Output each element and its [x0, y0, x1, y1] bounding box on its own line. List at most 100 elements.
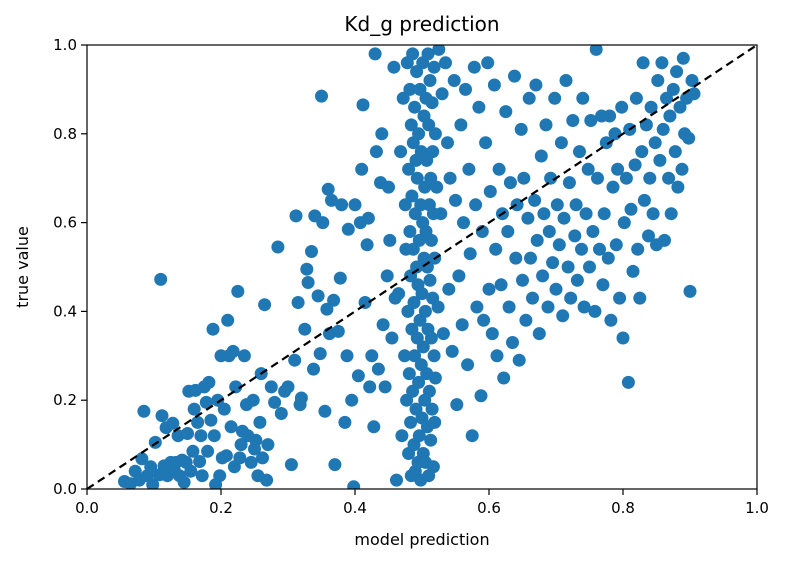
scatter-point — [424, 331, 438, 345]
scatter-point — [404, 118, 418, 132]
scatter-point — [365, 349, 379, 363]
scatter-point — [305, 245, 318, 258]
scatter-point — [434, 207, 448, 221]
scatter-point — [204, 413, 218, 427]
scatter-point — [569, 198, 583, 212]
scatter-point — [402, 367, 416, 381]
scatter-point — [536, 269, 550, 283]
scatter-point — [288, 353, 302, 367]
scatter-point — [408, 349, 422, 363]
scatter-point — [648, 136, 662, 150]
scatter-point — [206, 322, 220, 336]
scatter-point — [356, 98, 370, 112]
scatter-point — [556, 309, 570, 323]
scatter-point — [452, 269, 466, 283]
scatter-point — [502, 300, 516, 314]
scatter-point — [597, 207, 611, 221]
scatter-point — [213, 469, 227, 483]
scatter-point — [604, 313, 618, 327]
scatter-point — [246, 393, 260, 407]
scatter-point — [327, 293, 341, 307]
scatter-point — [398, 349, 412, 363]
scatter-point — [548, 91, 562, 105]
scatter-point — [281, 380, 295, 394]
scatter-point — [423, 74, 437, 87]
x-tick-label: 0.8 — [611, 499, 635, 517]
scatter-point — [450, 398, 464, 412]
scatter-point — [489, 242, 503, 256]
scatter-point — [671, 180, 685, 194]
scatter-point — [382, 180, 395, 194]
scatter-point — [481, 56, 495, 70]
scatter-point — [603, 109, 617, 123]
scatter-point — [443, 171, 457, 185]
scatter-point — [191, 415, 205, 429]
scatter-point — [335, 198, 349, 212]
scatter-point — [646, 207, 660, 221]
scatter-point — [490, 349, 504, 363]
scatter-point — [676, 51, 690, 65]
scatter-point — [512, 353, 526, 367]
scatter-point — [231, 284, 245, 298]
x-tick-label: 0.2 — [209, 499, 233, 517]
scatter-point — [376, 318, 390, 332]
scatter-point — [428, 415, 442, 429]
scatter-point — [155, 409, 169, 423]
scatter-point — [378, 380, 392, 394]
scatter-point — [588, 304, 602, 318]
scatter-point — [320, 302, 334, 316]
scatter-point — [368, 47, 382, 61]
scatter-point — [234, 438, 248, 452]
scatter-point — [521, 211, 535, 225]
y-tick-label: 0.0 — [53, 480, 77, 498]
scatter-point — [249, 433, 263, 447]
plot-area — [86, 44, 758, 490]
scatter-point — [517, 171, 531, 185]
scatter-point — [403, 82, 417, 96]
y-tick-label: 0.4 — [53, 302, 77, 320]
scatter-point — [229, 380, 243, 394]
scatter-point — [347, 480, 361, 489]
scatter-point — [181, 427, 194, 440]
scatter-point — [643, 171, 657, 185]
scatter-point — [415, 287, 429, 301]
scatter-point — [193, 455, 207, 468]
y-tick-label: 0.2 — [53, 391, 77, 409]
y-axis: 0.0 0.2 0.4 0.6 0.8 1.0 — [53, 36, 87, 498]
scatter-point — [361, 211, 375, 225]
scatter-point — [298, 322, 312, 336]
scatter-point — [351, 369, 365, 383]
scatter-point — [424, 233, 438, 247]
scatter-point — [663, 109, 677, 123]
scatter-point — [318, 404, 332, 418]
scatter-point — [609, 238, 623, 252]
scatter-point — [564, 291, 578, 305]
scatter-point — [619, 171, 633, 185]
scatter-point — [577, 300, 591, 314]
scatter-point — [428, 127, 442, 141]
scatter-point — [575, 242, 588, 256]
scatter-point — [403, 225, 417, 238]
scatter-point — [469, 198, 483, 212]
scatter-point — [539, 118, 553, 132]
scatter-point — [499, 105, 513, 119]
scatter-point — [544, 171, 558, 185]
scatter-point — [642, 229, 655, 243]
scatter-point — [333, 271, 347, 285]
scatter-point — [428, 371, 442, 385]
scatter-point — [644, 100, 658, 114]
scatter-point — [479, 136, 493, 150]
scatter-point — [685, 74, 699, 87]
scatter-point — [426, 460, 440, 474]
scatter-point — [148, 435, 162, 449]
scatter-point — [546, 256, 560, 270]
scatter-point — [217, 402, 231, 416]
chart-title: Kd_g prediction — [344, 12, 499, 36]
scatter-point — [596, 278, 610, 292]
x-tick-label: 0.6 — [477, 499, 501, 517]
x-tick-label: 0.0 — [75, 499, 99, 517]
scatter-point — [549, 282, 563, 296]
scatter-point — [406, 47, 420, 61]
scatter-point — [687, 87, 701, 101]
scatter-point — [442, 282, 456, 296]
